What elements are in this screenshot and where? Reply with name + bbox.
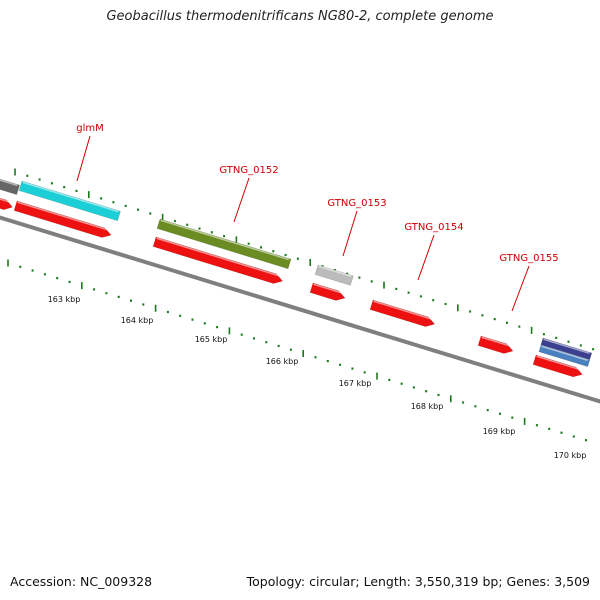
topology-summary-text: Topology: circular; Length: 3,550,319 bp… [246, 574, 590, 589]
cds-arrow [477, 335, 514, 354]
cds-arrow [13, 200, 112, 238]
cds-arrow [152, 236, 284, 284]
gene-label-leader [417, 234, 435, 281]
kbp-label: 169 kbp [483, 427, 516, 436]
kbp-label: 167 kbp [339, 379, 372, 388]
upper-tick-track [14, 168, 595, 351]
gene-label: GTNG_0152 [219, 165, 278, 176]
gene-label-layer: glmM GTNG_0152 GTNG_0153 GTNG_0154 GTNG_0155 [76, 123, 559, 312]
cds-arrow [0, 194, 13, 211]
kbp-label: 170 kbp [554, 451, 587, 460]
accession-text: Accession: NC_009328 [10, 574, 153, 589]
map-title: Geobacillus thermodenitrificans NG80-2, … [106, 9, 494, 24]
cds-arrow [309, 282, 346, 301]
kbp-scale: 163 kbp 164 kbp 165 kbp 166 kbp 167 kbp 168 k… [48, 295, 587, 460]
cds-arrow [369, 299, 436, 327]
gene-GTNG_0155-upper [540, 337, 593, 361]
gene-label-leader [511, 265, 530, 312]
kbp-label: 163 kbp [48, 295, 81, 304]
lower-tick-track [7, 259, 588, 442]
kbp-label: 168 kbp [411, 402, 444, 411]
gene-GTNG_0153 [314, 264, 354, 286]
gene-label: GTNG_0155 [499, 253, 558, 264]
gene-label: GTNG_0154 [404, 222, 463, 233]
gene-features [0, 175, 593, 378]
gene-GTNG_0152 [156, 218, 292, 270]
kbp-label: 165 kbp [195, 335, 228, 344]
gene-label: glmM [76, 123, 104, 134]
kbp-label: 164 kbp [121, 316, 154, 325]
gene-label-leader [342, 210, 358, 257]
gene-GTNG_0155-lower [538, 344, 591, 368]
gene-label-leader [233, 177, 250, 223]
gene-label: GTNG_0153 [327, 198, 386, 209]
gene-glmM [18, 180, 121, 222]
gene-label-leader [76, 135, 91, 182]
unnamed-gene-left [0, 175, 21, 196]
kbp-label: 166 kbp [266, 357, 299, 366]
genome-backbone [0, 215, 600, 404]
cds-arrow [532, 354, 583, 378]
